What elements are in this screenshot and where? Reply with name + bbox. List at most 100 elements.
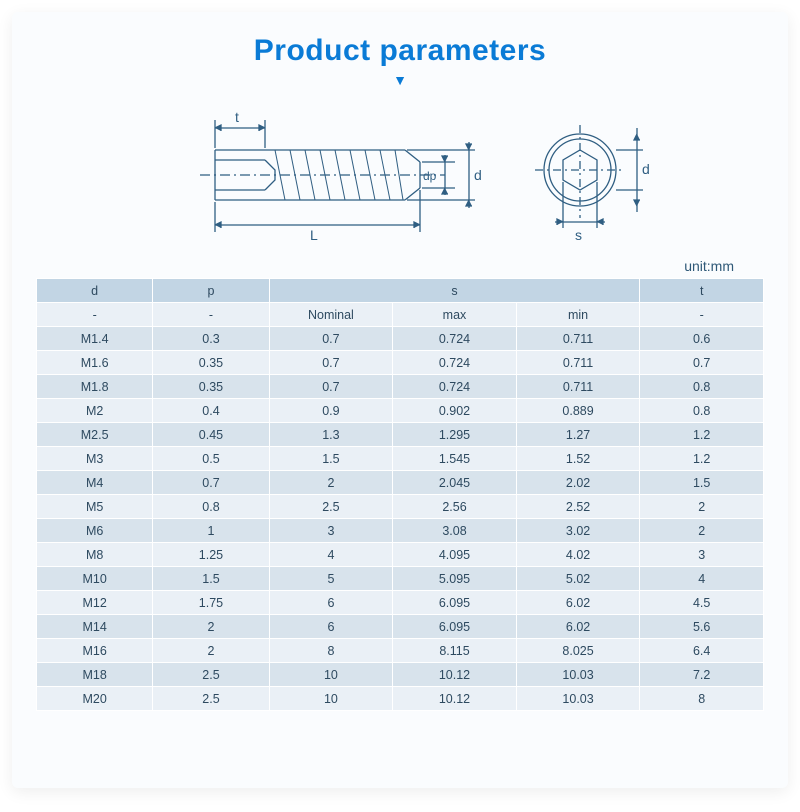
cell-nom: 8 — [269, 639, 393, 663]
table-row: M50.82.52.562.522 — [37, 495, 764, 519]
cell-nom: 5 — [269, 567, 393, 591]
cell-nom: 2.5 — [269, 495, 393, 519]
cell-p: 0.35 — [153, 351, 269, 375]
cell-max: 0.902 — [393, 399, 517, 423]
cell-max: 1.295 — [393, 423, 517, 447]
table-row: M2.50.451.31.2951.271.2 — [37, 423, 764, 447]
dim-s-label: s — [575, 227, 582, 243]
cell-p: 0.4 — [153, 399, 269, 423]
table-header-row-1: d p s t — [37, 279, 764, 303]
cell-t: 1.2 — [640, 447, 764, 471]
cell-p: 2.5 — [153, 663, 269, 687]
table-row: M14266.0956.025.6 — [37, 615, 764, 639]
cell-nom: 0.7 — [269, 375, 393, 399]
table-row: M101.555.0955.024 — [37, 567, 764, 591]
cell-min: 0.711 — [516, 375, 640, 399]
col-s-max: max — [393, 303, 517, 327]
cell-t: 1.2 — [640, 423, 764, 447]
table-row: M121.7566.0956.024.5 — [37, 591, 764, 615]
cell-max: 3.08 — [393, 519, 517, 543]
cell-max: 2.56 — [393, 495, 517, 519]
cell-nom: 2 — [269, 471, 393, 495]
cell-d: M4 — [37, 471, 153, 495]
cell-d: M18 — [37, 663, 153, 687]
cell-d: M16 — [37, 639, 153, 663]
cell-max: 10.12 — [393, 663, 517, 687]
cell-max: 0.724 — [393, 327, 517, 351]
cell-d: M1.8 — [37, 375, 153, 399]
cell-max: 0.724 — [393, 375, 517, 399]
cell-t: 0.8 — [640, 399, 764, 423]
table-row: M182.51010.1210.037.2 — [37, 663, 764, 687]
dim-dp-label: dp — [423, 169, 437, 183]
cell-nom: 1.5 — [269, 447, 393, 471]
cell-nom: 0.7 — [269, 327, 393, 351]
cell-p: 1.75 — [153, 591, 269, 615]
cell-max: 2.045 — [393, 471, 517, 495]
cell-d: M1.6 — [37, 351, 153, 375]
cell-nom: 1.3 — [269, 423, 393, 447]
cell-t: 1.5 — [640, 471, 764, 495]
col-d: d — [37, 279, 153, 303]
cell-p: 0.5 — [153, 447, 269, 471]
page-title: Product parameters — [36, 34, 764, 68]
cell-min: 0.711 — [516, 327, 640, 351]
cell-min: 6.02 — [516, 591, 640, 615]
cell-nom: 4 — [269, 543, 393, 567]
cell-min: 3.02 — [516, 519, 640, 543]
cell-t: 4 — [640, 567, 764, 591]
cell-d: M3 — [37, 447, 153, 471]
cell-min: 8.025 — [516, 639, 640, 663]
table-row: M1.40.30.70.7240.7110.6 — [37, 327, 764, 351]
cell-d: M12 — [37, 591, 153, 615]
cell-d: M14 — [37, 615, 153, 639]
cell-t: 5.6 — [640, 615, 764, 639]
cell-t: 0.6 — [640, 327, 764, 351]
screw-side-diagram: t L dp d — [145, 100, 485, 250]
cell-p: 0.3 — [153, 327, 269, 351]
cell-t: 6.4 — [640, 639, 764, 663]
cell-min: 10.03 — [516, 663, 640, 687]
cell-t: 0.7 — [640, 351, 764, 375]
dim-d-label: d — [474, 167, 482, 183]
cell-nom: 0.9 — [269, 399, 393, 423]
table-row: M30.51.51.5451.521.2 — [37, 447, 764, 471]
cell-t: 7.2 — [640, 663, 764, 687]
col-t: t — [640, 279, 764, 303]
cell-min: 2.02 — [516, 471, 640, 495]
col-s-min: min — [516, 303, 640, 327]
cell-min: 0.889 — [516, 399, 640, 423]
table-body: M1.40.30.70.7240.7110.6M1.60.350.70.7240… — [37, 327, 764, 711]
cell-p: 2.5 — [153, 687, 269, 711]
cell-t: 8 — [640, 687, 764, 711]
cell-t: 2 — [640, 519, 764, 543]
cell-d: M2.5 — [37, 423, 153, 447]
table-row: M202.51010.1210.038 — [37, 687, 764, 711]
cell-nom: 3 — [269, 519, 393, 543]
cell-t: 4.5 — [640, 591, 764, 615]
unit-label: unit:mm — [36, 258, 764, 274]
col-t-sub: - — [640, 303, 764, 327]
cell-min: 2.52 — [516, 495, 640, 519]
cell-max: 10.12 — [393, 687, 517, 711]
cell-d: M2 — [37, 399, 153, 423]
col-p-sub: - — [153, 303, 269, 327]
table-row: M16288.1158.0256.4 — [37, 639, 764, 663]
cell-t: 0.8 — [640, 375, 764, 399]
table-row: M20.40.90.9020.8890.8 — [37, 399, 764, 423]
col-s-nom: Nominal — [269, 303, 393, 327]
cell-p: 0.45 — [153, 423, 269, 447]
cell-min: 6.02 — [516, 615, 640, 639]
cell-max: 1.545 — [393, 447, 517, 471]
cell-nom: 10 — [269, 663, 393, 687]
cell-p: 1.25 — [153, 543, 269, 567]
cell-d: M20 — [37, 687, 153, 711]
cell-min: 0.711 — [516, 351, 640, 375]
cell-p: 0.35 — [153, 375, 269, 399]
cell-nom: 0.7 — [269, 351, 393, 375]
cell-d: M1.4 — [37, 327, 153, 351]
table-header-row-2: - - Nominal max min - — [37, 303, 764, 327]
cell-d: M8 — [37, 543, 153, 567]
cell-p: 1 — [153, 519, 269, 543]
cell-min: 10.03 — [516, 687, 640, 711]
